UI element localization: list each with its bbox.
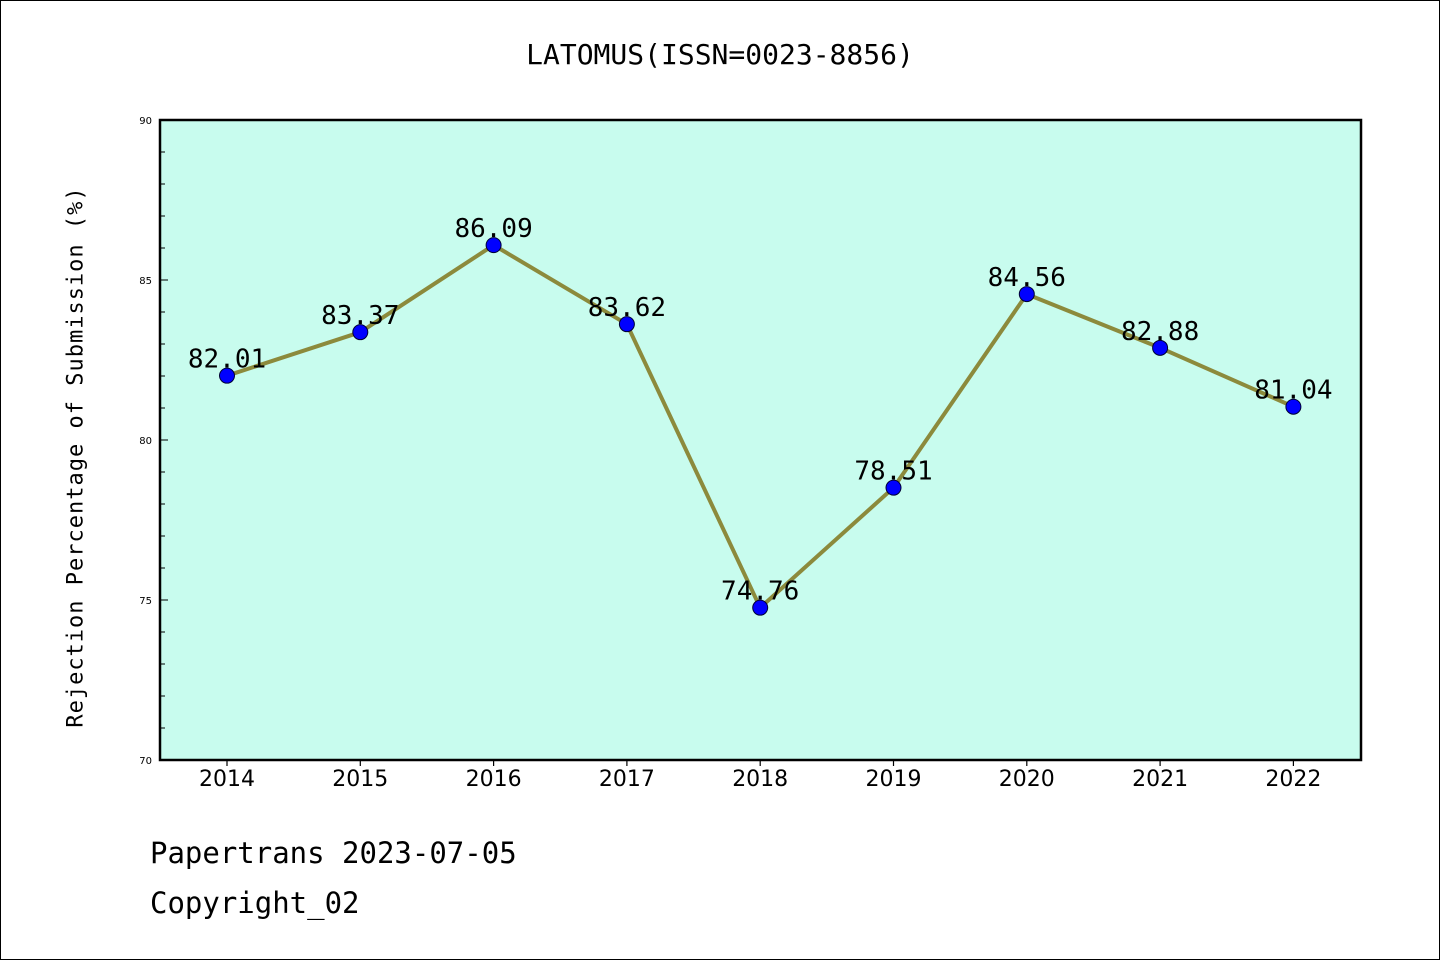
data-point (1152, 339, 1169, 356)
data-point (885, 479, 902, 496)
data-point (752, 599, 769, 616)
x-tick-label: 2021 (1132, 767, 1188, 792)
x-tick-label: 2015 (332, 767, 388, 792)
data-point (219, 367, 235, 384)
data-point (1018, 286, 1035, 303)
y-tick-label: 70 (139, 756, 152, 767)
x-axis-ticks: 2014 2015 2016 2017 2018 2019 2020 2021 2022 (199, 760, 1321, 792)
x-tick-label: 2019 (866, 767, 922, 792)
y-axis-ticks: 70 75 80 85 90 (139, 116, 168, 767)
x-tick-label: 2018 (732, 767, 788, 792)
footer-date-credit: Papertrans 2023-07-05 (150, 836, 517, 870)
data-point (352, 324, 369, 341)
y-tick-label: 90 (139, 116, 152, 127)
x-tick-label: 2014 (199, 767, 255, 792)
data-point (618, 316, 635, 333)
y-tick-label: 80 (139, 436, 152, 447)
data-label: 82.01 (188, 345, 266, 375)
chart-title: LATOMUS(ISSN=0023-8856) (526, 38, 914, 71)
data-label: 78.51 (854, 457, 932, 487)
y-tick-label: 75 (139, 596, 152, 607)
data-label: 74.76 (721, 577, 799, 607)
x-tick-label: 2016 (466, 767, 522, 792)
y-tick-label: 85 (139, 276, 152, 287)
data-label: 86.09 (454, 214, 532, 244)
data-label: 81.04 (1254, 376, 1332, 406)
footer-copyright: Copyright_02 (150, 886, 360, 920)
plot-area (160, 120, 1361, 760)
data-label: 83.37 (321, 301, 399, 331)
data-labels: 82.01 83.37 86.09 83.62 74.76 78.51 84.56 82.88… (188, 214, 1333, 607)
x-tick-label: 2022 (1265, 767, 1321, 792)
x-tick-label: 2017 (599, 767, 655, 792)
data-point (485, 237, 502, 254)
x-tick-label: 2020 (999, 767, 1055, 792)
data-point (1285, 398, 1302, 415)
data-label: 84.56 (988, 263, 1066, 293)
data-label: 83.62 (588, 293, 666, 323)
plot-border (158, 118, 1363, 762)
data-label: 82.88 (1121, 317, 1199, 347)
series-markers (219, 237, 1302, 616)
